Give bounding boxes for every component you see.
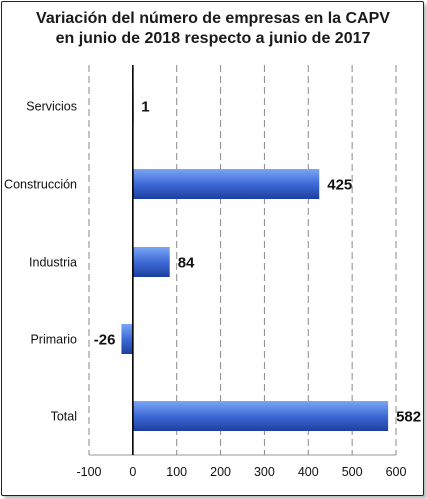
x-tick-label-0: -100 [76,465,101,479]
category-label-3: Primario [30,333,77,347]
x-tick-label-4: 300 [254,465,275,479]
x-tick-label-7: 600 [386,465,407,479]
chart-title-line-2: en junio de 2018 respecto a junio de 201… [56,30,371,47]
chart-title-line-1: Variación del número de empresas en la C… [36,10,390,27]
category-label-2: Industria [29,256,77,270]
axes [89,65,396,456]
data-label-1: 425 [327,177,352,194]
x-tick-label-5: 400 [298,465,319,479]
x-tick-label-1: 0 [129,465,136,479]
data-label-0: 1 [141,99,149,116]
category-label-4: Total [51,410,77,424]
labels: Servicios Construcción Industria Primario To… [4,99,421,480]
data-label-2: 84 [178,255,195,272]
bar-4 [132,401,389,431]
x-tick-label-2: 100 [166,465,187,479]
data-label-4: 582 [396,409,421,426]
gridlines [88,65,397,455]
data-label-3: -26 [94,332,116,349]
bars [121,91,389,431]
x-tick-label-3: 200 [210,465,231,479]
category-label-1: Construcción [4,178,77,192]
category-label-0: Servicios [26,100,77,114]
bar-1 [132,169,320,199]
x-tick-label-6: 500 [342,465,363,479]
bar-3 [121,324,133,354]
bar-2 [132,247,170,277]
